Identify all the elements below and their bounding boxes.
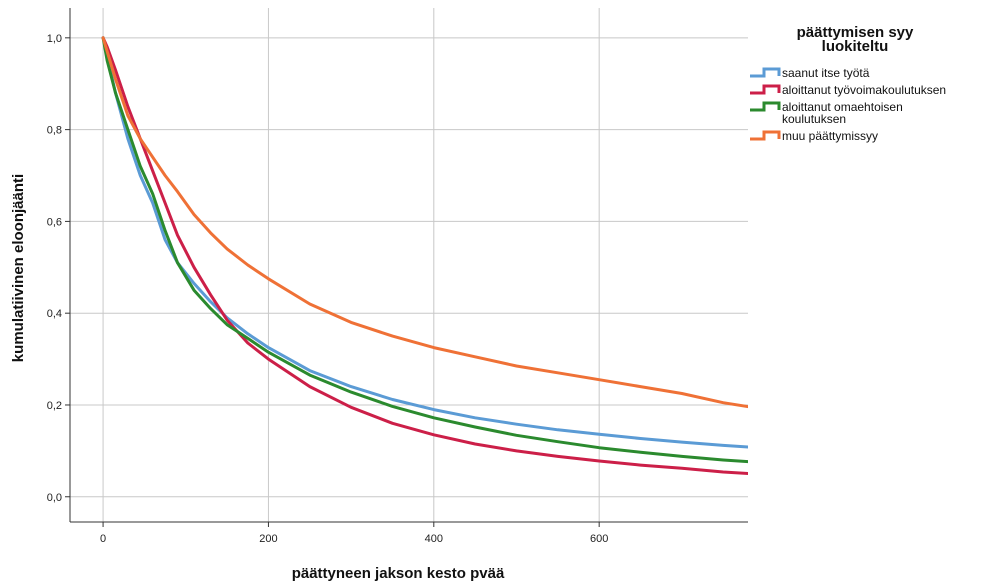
series-line-3 <box>101 36 748 464</box>
y-tick-label: 0,4 <box>47 308 62 320</box>
legend-item-2: aloittanut työvoimakoulutuksen <box>750 83 946 97</box>
legend-swatch <box>750 101 781 112</box>
series-line-4 <box>101 36 748 409</box>
y-tick-label: 0,0 <box>47 492 62 504</box>
legend-items: saanut itse työtä aloittanut työvoimakoul… <box>750 66 946 143</box>
y-axis-title: kumulatiivinen eloonjäänti <box>10 174 27 362</box>
legend-item-4: muu päättymissyy <box>750 129 878 143</box>
x-tick-label: 600 <box>590 533 608 545</box>
x-tick-label: 400 <box>425 533 443 545</box>
series-line-1 <box>101 36 748 449</box>
y-tick-label: 0,2 <box>47 400 62 412</box>
x-axis-title: päättyneen jakson kesto pvää <box>292 565 505 582</box>
y-tick-label: 1,0 <box>47 33 62 45</box>
legend-label: muu päättymissyy <box>782 129 878 143</box>
legend-swatch <box>750 130 781 141</box>
x-tick-label: 200 <box>259 533 277 545</box>
y-tick-label: 0,8 <box>47 125 62 137</box>
legend-label: aloittanut työvoimakoulutuksen <box>782 83 946 97</box>
x-tick-label: 0 <box>100 533 106 545</box>
legend-swatch <box>750 84 781 95</box>
legend-label: saanut itse työtä <box>782 66 870 80</box>
legend-label: koulutuksen <box>782 112 846 126</box>
legend-title-line-1: päättymisen syy <box>797 24 914 41</box>
series-lines <box>101 36 748 476</box>
grid <box>70 8 748 522</box>
legend-swatch <box>750 67 781 78</box>
plot-area <box>70 8 748 522</box>
tick-labels: 0,0 0,2 0,4 0,6 0,8 1,0 0 200 400 600 <box>47 33 609 545</box>
legend-label: aloittanut omaehtoisen <box>782 100 903 114</box>
legend-item-1: saanut itse työtä <box>750 66 870 80</box>
legend-title-line-2: luokiteltu <box>822 38 889 55</box>
legend: päättymisen syy luokiteltu saanut itse t… <box>750 24 946 143</box>
y-tick-label: 0,6 <box>47 216 62 228</box>
axes <box>65 8 748 527</box>
